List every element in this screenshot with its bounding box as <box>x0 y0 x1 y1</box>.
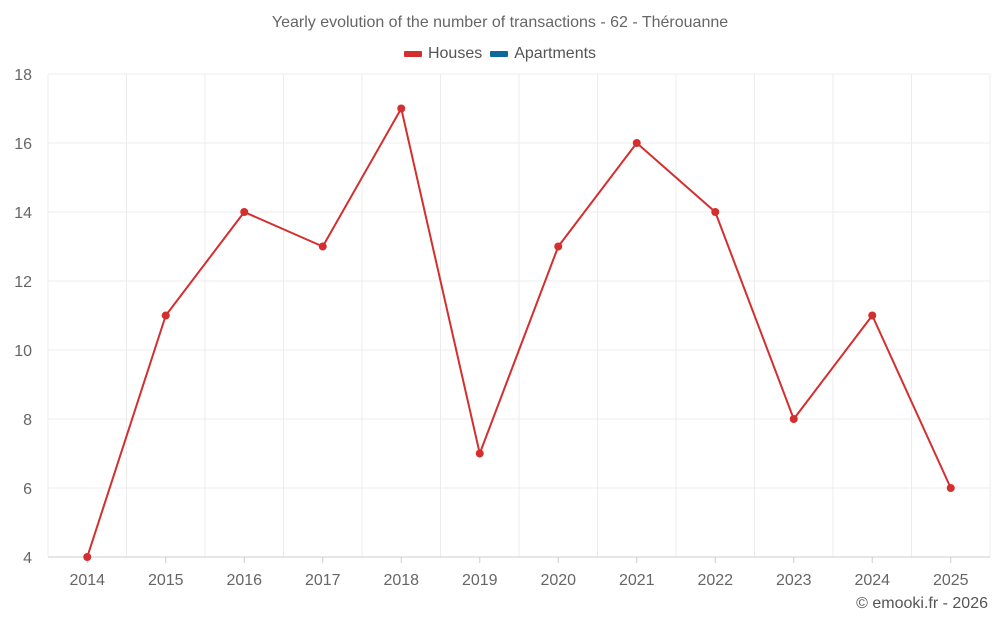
data-point <box>83 553 92 561</box>
x-tick-label: 2020 <box>540 572 576 589</box>
data-point <box>318 242 327 251</box>
x-tick-label: 2014 <box>69 572 105 589</box>
x-tick-label: 2019 <box>462 572 498 589</box>
y-tick-label: 6 <box>23 481 32 498</box>
y-tick-label: 12 <box>14 274 32 291</box>
data-point <box>946 484 955 492</box>
copyright-footer: © emooki.fr - 2026 <box>856 595 988 612</box>
data-point <box>868 311 877 320</box>
data-point <box>554 242 563 251</box>
legend-swatch-apartments <box>490 51 509 57</box>
legend-label-apartments: Apartments <box>514 45 597 62</box>
x-tick-label: 2017 <box>305 572 341 589</box>
y-tick-label: 10 <box>14 343 32 360</box>
legend-swatch-houses <box>403 51 422 57</box>
series-line-houses <box>86 107 952 558</box>
x-tick-label: 2023 <box>776 572 812 589</box>
data-point <box>789 415 798 423</box>
data-point <box>711 208 720 216</box>
y-tick-label: 8 <box>23 412 32 429</box>
legend: Houses Apartments <box>0 45 1000 63</box>
legend-label-houses: Houses <box>427 45 483 62</box>
y-tick-label: 18 <box>14 67 32 84</box>
y-tick-label: 16 <box>14 136 32 153</box>
y-tick-label: 14 <box>14 205 32 222</box>
data-point <box>240 208 249 216</box>
x-tick-label: 2024 <box>854 572 890 589</box>
x-tick-label: 2021 <box>619 572 655 589</box>
data-point <box>475 449 484 458</box>
legend-item-apartments[interactable]: Apartments <box>490 45 596 63</box>
x-tick-label: 2018 <box>383 572 419 589</box>
x-tick-label: 2015 <box>148 572 184 589</box>
x-tick-label: 2022 <box>697 572 733 589</box>
x-tick-label: 2025 <box>933 572 969 589</box>
legend-item-houses[interactable]: Houses <box>403 45 483 63</box>
y-tick-label: 4 <box>23 550 32 567</box>
chart-title: Yearly evolution of the number of transa… <box>271 14 729 31</box>
x-tick-label: 2016 <box>226 572 262 589</box>
data-point <box>397 104 406 113</box>
data-point <box>632 139 641 147</box>
data-point <box>161 311 170 320</box>
